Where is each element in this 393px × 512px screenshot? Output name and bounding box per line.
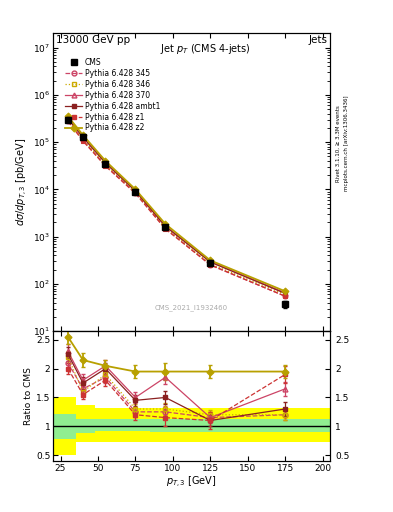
Pythia 6.428 346: [163, 224, 168, 230]
Pythia 6.428 ambt1: [163, 223, 168, 229]
Pythia 6.428 345: [163, 225, 168, 231]
Pythia 6.428 z1: [133, 190, 138, 197]
Pythia 6.428 z1: [163, 226, 168, 232]
Line: Pythia 6.428 345: Pythia 6.428 345: [66, 118, 288, 298]
Pythia 6.428 370: [103, 159, 108, 165]
Text: mcplots.cern.ch [arXiv:1306.3436]: mcplots.cern.ch [arXiv:1306.3436]: [344, 96, 349, 191]
Pythia 6.428 z1: [283, 293, 288, 300]
Line: Pythia 6.428 z2: Pythia 6.428 z2: [66, 114, 288, 294]
X-axis label: $p_{T,3}$ [GeV]: $p_{T,3}$ [GeV]: [166, 475, 217, 490]
Pythia 6.428 z2: [208, 258, 213, 264]
Pythia 6.428 z1: [103, 163, 108, 169]
Pythia 6.428 370: [81, 134, 85, 140]
Line: Pythia 6.428 ambt1: Pythia 6.428 ambt1: [66, 116, 288, 296]
Pythia 6.428 346: [283, 291, 288, 297]
Pythia 6.428 z2: [81, 132, 85, 138]
Pythia 6.428 z2: [103, 158, 108, 164]
Pythia 6.428 346: [103, 161, 108, 167]
Text: CMS_2021_I1932460: CMS_2021_I1932460: [155, 304, 228, 311]
Pythia 6.428 z1: [81, 138, 85, 144]
Pythia 6.428 ambt1: [208, 259, 213, 265]
Pythia 6.428 z1: [208, 262, 213, 268]
Pythia 6.428 346: [66, 117, 70, 123]
Pythia 6.428 346: [208, 261, 213, 267]
Pythia 6.428 z2: [66, 113, 70, 119]
Pythia 6.428 345: [81, 137, 85, 143]
Pythia 6.428 345: [66, 118, 70, 124]
Pythia 6.428 z2: [163, 221, 168, 227]
Text: Rivet 3.1.10, ≥ 3.3M events: Rivet 3.1.10, ≥ 3.3M events: [336, 105, 341, 182]
Y-axis label: Ratio to CMS: Ratio to CMS: [24, 367, 33, 425]
Y-axis label: $d\sigma/dp_{T,3}$ [pb/GeV]: $d\sigma/dp_{T,3}$ [pb/GeV]: [15, 138, 30, 226]
Pythia 6.428 370: [208, 259, 213, 265]
Text: 13000 GeV pp: 13000 GeV pp: [56, 35, 130, 45]
Pythia 6.428 370: [66, 115, 70, 121]
Line: Pythia 6.428 z1: Pythia 6.428 z1: [66, 119, 288, 298]
Pythia 6.428 345: [103, 162, 108, 168]
Pythia 6.428 ambt1: [66, 116, 70, 122]
Pythia 6.428 345: [133, 189, 138, 196]
Pythia 6.428 z1: [66, 118, 70, 124]
Pythia 6.428 345: [208, 262, 213, 268]
Pythia 6.428 z2: [133, 186, 138, 193]
Line: Pythia 6.428 346: Pythia 6.428 346: [66, 118, 288, 297]
Pythia 6.428 ambt1: [283, 290, 288, 296]
Pythia 6.428 370: [283, 290, 288, 296]
Pythia 6.428 345: [283, 293, 288, 300]
Text: Jet $p_T$ (CMS 4-jets): Jet $p_T$ (CMS 4-jets): [160, 42, 251, 56]
Pythia 6.428 z2: [283, 288, 288, 294]
Pythia 6.428 370: [133, 187, 138, 194]
Pythia 6.428 370: [163, 223, 168, 229]
Pythia 6.428 ambt1: [133, 188, 138, 194]
Legend: CMS, Pythia 6.428 345, Pythia 6.428 346, Pythia 6.428 370, Pythia 6.428 ambt1, P: CMS, Pythia 6.428 345, Pythia 6.428 346,…: [65, 58, 160, 133]
Pythia 6.428 ambt1: [103, 160, 108, 166]
Line: Pythia 6.428 370: Pythia 6.428 370: [66, 115, 288, 295]
Pythia 6.428 346: [81, 136, 85, 142]
Pythia 6.428 ambt1: [81, 135, 85, 141]
Text: Jets: Jets: [309, 35, 327, 45]
Pythia 6.428 346: [133, 189, 138, 195]
